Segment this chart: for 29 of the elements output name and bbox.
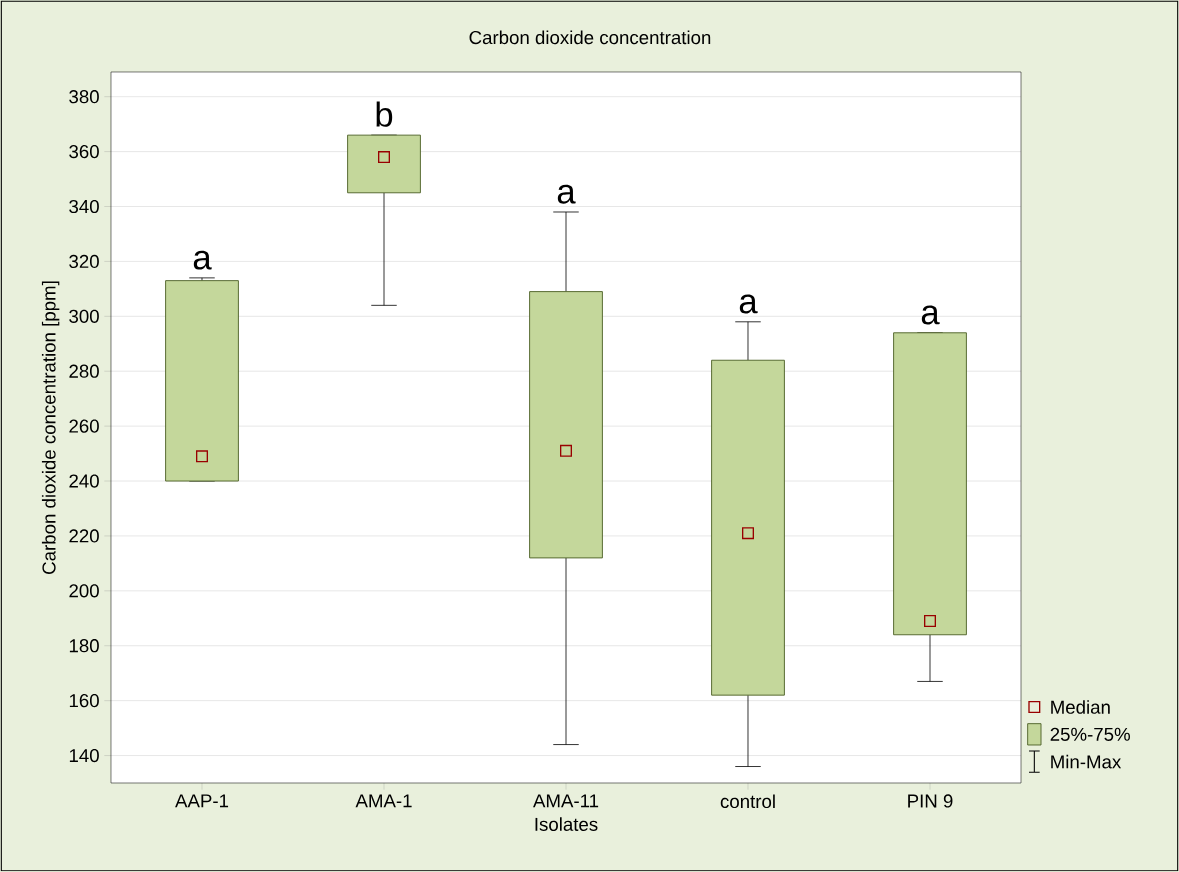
annotation: a bbox=[193, 250, 212, 270]
annotation: a bbox=[921, 305, 940, 325]
annotation: a bbox=[739, 294, 758, 314]
y-tick-label: 300 bbox=[69, 309, 99, 323]
y-tick-label: 200 bbox=[69, 584, 99, 598]
y-tick-label: 380 bbox=[69, 90, 99, 104]
y-tick-label: 180 bbox=[69, 639, 99, 653]
y-tick-label: 160 bbox=[69, 694, 99, 708]
x-axis-title: Isolates bbox=[535, 817, 598, 831]
text: 25%-75% bbox=[1050, 727, 1130, 741]
y-tick-label: 340 bbox=[69, 199, 99, 214]
x-tick-label: PIN 9 bbox=[908, 794, 953, 808]
y-tick-label: 140 bbox=[69, 748, 99, 763]
y-tick-label: 360 bbox=[69, 144, 99, 159]
annotation: a bbox=[557, 184, 576, 204]
y-tick-label: 220 bbox=[69, 529, 99, 543]
x-tick-label: control bbox=[720, 794, 775, 809]
text: Median bbox=[1051, 700, 1110, 714]
y-axis-title: Carbon dioxide concentration [ppm] bbox=[41, 281, 60, 574]
chart-title: Carbon dioxide concentration bbox=[469, 30, 711, 45]
y-tick-label: 260 bbox=[69, 419, 99, 433]
x-tick-label: AMA-1 bbox=[355, 794, 412, 808]
annotation: b bbox=[376, 101, 393, 127]
y-tick-label: 280 bbox=[69, 364, 99, 378]
y-tick-label: 240 bbox=[69, 474, 99, 488]
y-tick-label: 320 bbox=[69, 254, 99, 269]
x-tick-label: AAP-1 bbox=[175, 794, 229, 808]
text: Min-Max bbox=[1051, 754, 1122, 769]
x-tick-label: AMA-11 bbox=[533, 794, 599, 808]
